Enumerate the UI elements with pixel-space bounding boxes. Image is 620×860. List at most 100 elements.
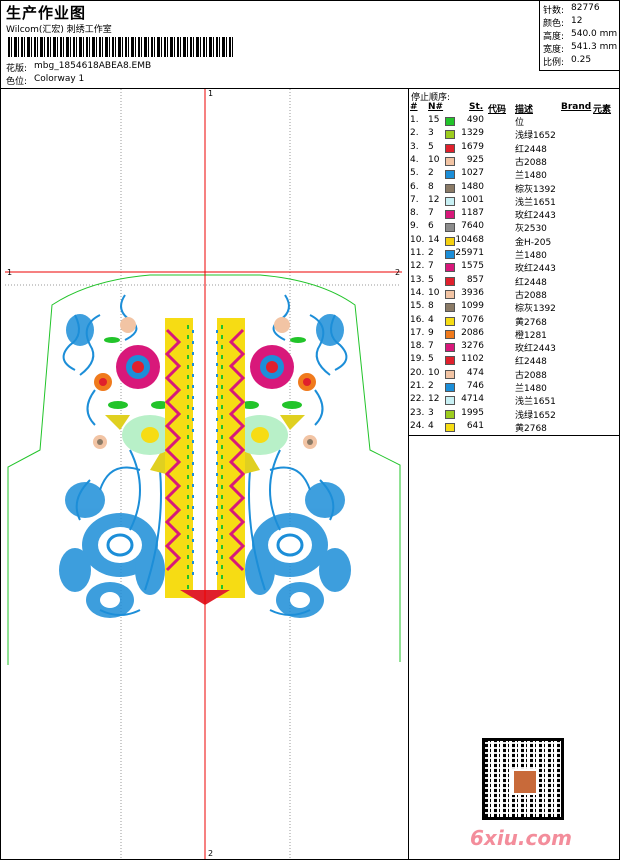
row-description: 浅绿1652 bbox=[515, 410, 556, 421]
row-stitches: 1329 bbox=[461, 128, 484, 139]
table-rule bbox=[408, 435, 620, 436]
row-stitches: 857 bbox=[466, 274, 484, 285]
row-stitches: 2086 bbox=[461, 327, 484, 338]
stat-value: 82776 bbox=[571, 3, 600, 13]
marker: 2 bbox=[395, 268, 400, 277]
row-stitches: 1995 bbox=[461, 407, 484, 418]
row-stitches: 925 bbox=[466, 154, 484, 165]
row-index: 18. bbox=[410, 341, 425, 352]
row-stitches: 1099 bbox=[461, 301, 484, 312]
row-stitches: 7640 bbox=[461, 221, 484, 232]
row-needle: 3 bbox=[428, 407, 434, 418]
row-index: 13. bbox=[410, 274, 425, 285]
row-needle: 2 bbox=[428, 381, 434, 391]
row-needle: 12 bbox=[428, 394, 440, 405]
color-swatch bbox=[445, 117, 455, 126]
row-description: 玫红2443 bbox=[515, 344, 556, 355]
row-description: 浅兰1651 bbox=[515, 197, 556, 208]
row-description: 玫红2443 bbox=[515, 211, 556, 222]
row-stitches: 7076 bbox=[461, 314, 484, 325]
row-index: 12. bbox=[410, 261, 425, 272]
row-description: 棕灰1392 bbox=[515, 184, 556, 195]
row-needle: 2 bbox=[428, 168, 434, 179]
row-description: 位 bbox=[515, 118, 525, 128]
column-header: St. bbox=[469, 102, 484, 112]
stat-value: 541.3 mm bbox=[571, 42, 618, 52]
row-needle: 10 bbox=[428, 367, 440, 378]
row-stitches: 1187 bbox=[461, 208, 484, 219]
row-index: 8. bbox=[410, 208, 419, 219]
stat-value: 540.0 mm bbox=[571, 29, 618, 39]
row-description: 古2088 bbox=[515, 290, 547, 301]
row-needle: 15 bbox=[428, 115, 440, 125]
table-title: 停止顺序: bbox=[411, 93, 451, 103]
row-index: 5. bbox=[410, 168, 419, 179]
design-label: 花版: bbox=[6, 64, 28, 74]
row-index: 23. bbox=[410, 407, 425, 418]
header-rule bbox=[0, 88, 620, 89]
row-description: 浅兰1651 bbox=[515, 397, 556, 408]
row-description: 黄2768 bbox=[515, 423, 547, 434]
row-index: 24. bbox=[410, 420, 425, 431]
row-stitches: 1027 bbox=[461, 168, 484, 179]
row-stitches: 3936 bbox=[461, 287, 484, 298]
row-description: 兰1480 bbox=[515, 384, 547, 394]
column-header: 元素 bbox=[593, 105, 612, 115]
stat-value: 12 bbox=[571, 16, 583, 26]
color-swatch bbox=[445, 303, 455, 313]
row-needle: 5 bbox=[428, 141, 434, 152]
barcode bbox=[8, 37, 233, 57]
marker: 1 bbox=[7, 268, 12, 277]
row-needle: 2 bbox=[428, 248, 434, 258]
color-swatch bbox=[445, 289, 455, 299]
color-swatch bbox=[445, 316, 455, 326]
company: Wilcom(汇宏) 刺绣工作室 bbox=[6, 25, 112, 35]
row-needle: 4 bbox=[428, 420, 434, 431]
color-swatch bbox=[445, 263, 455, 273]
row-index: 2. bbox=[410, 128, 419, 139]
color-swatch bbox=[445, 210, 455, 220]
color-swatch bbox=[445, 369, 455, 379]
colorway: Colorway 1 bbox=[34, 74, 85, 84]
row-description: 兰1480 bbox=[515, 171, 547, 182]
stat-label: 高度: bbox=[543, 32, 565, 42]
row-description: 浅绿1652 bbox=[515, 131, 556, 142]
row-needle: 7 bbox=[428, 261, 434, 272]
stat-value: 0.25 bbox=[571, 55, 592, 65]
color-swatch bbox=[445, 183, 455, 193]
column-header: 描述 bbox=[515, 105, 534, 115]
row-index: 7. bbox=[410, 194, 419, 205]
row-needle: 8 bbox=[428, 301, 434, 312]
row-index: 3. bbox=[410, 141, 419, 152]
row-index: 1. bbox=[410, 115, 419, 125]
row-stitches: 3276 bbox=[461, 341, 484, 352]
row-description: 兰1480 bbox=[515, 251, 547, 261]
row-stitches: 641 bbox=[466, 420, 484, 431]
row-stitches: 1102 bbox=[461, 354, 484, 365]
stat-label: 针数: bbox=[543, 6, 565, 16]
row-stitches: 4714 bbox=[461, 394, 484, 405]
qr-logo bbox=[512, 769, 538, 795]
row-index: 11. bbox=[410, 248, 425, 258]
row-index: 9. bbox=[410, 221, 419, 232]
row-needle: 5 bbox=[428, 274, 434, 285]
row-description: 红2448 bbox=[515, 277, 547, 288]
color-swatch bbox=[445, 422, 455, 432]
colorway-label: 色位: bbox=[6, 77, 28, 87]
row-needle: 7 bbox=[428, 341, 434, 352]
row-stitches: 10468 bbox=[455, 234, 484, 245]
row-description: 棕灰1392 bbox=[515, 304, 556, 315]
stats-box: 针数: 82776 颜色: 12 高度: 540.0 mm 宽度: 541.3 mm 比例: 0.… bbox=[539, 0, 620, 71]
color-swatch bbox=[445, 343, 455, 353]
design-file: mbg_1854618ABEA8.EMB bbox=[34, 61, 152, 71]
color-swatch bbox=[445, 329, 455, 339]
row-description: 古2088 bbox=[515, 157, 547, 168]
row-needle: 4 bbox=[428, 314, 434, 325]
column-header: # bbox=[410, 102, 418, 112]
row-needle: 3 bbox=[428, 128, 434, 139]
color-swatch bbox=[445, 356, 455, 366]
row-needle: 5 bbox=[428, 354, 434, 365]
color-swatch bbox=[445, 236, 455, 246]
row-needle: 6 bbox=[428, 221, 434, 232]
column-header: N# bbox=[428, 102, 444, 112]
